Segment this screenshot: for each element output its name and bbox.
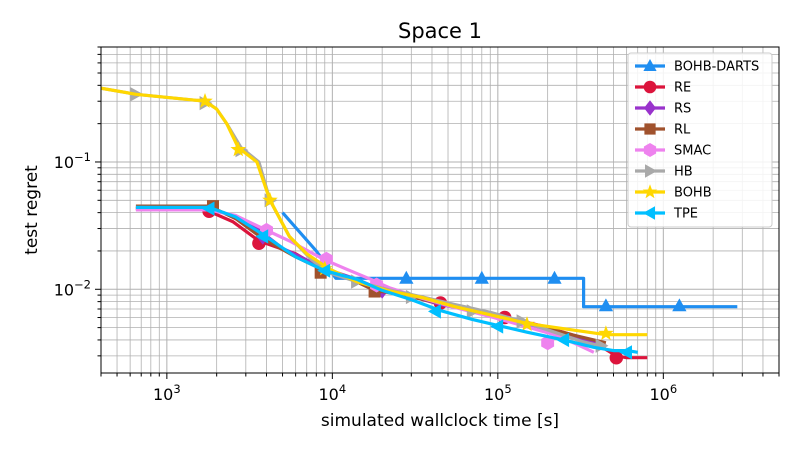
data-point-tpe	[255, 229, 269, 244]
legend-item-rs: RS	[635, 100, 691, 117]
series-line-tpe	[135, 205, 638, 354]
legend-item-hb: HB	[635, 164, 693, 180]
data-point-tpe	[490, 319, 504, 334]
legend-marker-tpe	[643, 206, 655, 220]
series-rl	[135, 200, 607, 345]
legend-item-rl: RL	[635, 123, 691, 138]
data-point-tpe	[317, 263, 331, 278]
legend-label: BOHB	[674, 186, 712, 201]
legend-label: TPE	[673, 207, 698, 222]
data-point-tpe	[556, 332, 570, 348]
x-tick-label: 105	[484, 382, 512, 404]
series-bohb	[101, 86, 648, 341]
legend-label: HB	[674, 165, 693, 180]
data-point-bohb-darts	[547, 270, 562, 284]
series-hb	[101, 86, 609, 353]
legend: BOHB-DARTS RE RS RL SMAC HB BOHB TPE	[627, 52, 773, 228]
y-axis-label: test regret	[22, 165, 42, 255]
legend-label: BOHB-DARTS	[674, 60, 759, 75]
legend-item-bohb-darts: BOHB-DARTS	[635, 59, 759, 75]
plot-frame	[100, 46, 780, 374]
legend-marker-smac	[643, 143, 657, 157]
data-point-bohb	[598, 325, 614, 341]
legend-item-bohb: BOHB	[635, 184, 712, 201]
x-tick-label: 103	[153, 382, 181, 404]
data-point-bohb-darts	[474, 270, 489, 284]
legend-marker-bohb	[642, 184, 658, 199]
legend-box	[627, 52, 773, 228]
data-point-smac	[541, 335, 555, 351]
data-point-bohb	[519, 316, 535, 332]
series-line-hb	[101, 86, 607, 349]
x-axis-label: simulated wallclock time [s]	[321, 411, 559, 431]
data-point-bohb	[230, 141, 247, 157]
chart-title: Space 1	[398, 19, 482, 43]
data-point-bohb	[197, 93, 213, 108]
y-tick-label: 10−1	[54, 150, 91, 172]
series-layer	[101, 86, 738, 365]
y-tick-label: 10−2	[54, 277, 91, 299]
series-line-rl	[135, 204, 607, 345]
x-tick-label: 106	[649, 382, 677, 404]
legend-marker-bohb-darts	[643, 59, 657, 71]
legend-item-re: RE	[635, 81, 691, 96]
series-tpe	[135, 201, 638, 360]
legend-item-tpe: TPE	[635, 206, 698, 222]
data-point-bohb-darts	[598, 298, 614, 312]
legend-label: RE	[674, 81, 691, 96]
data-point-bohb-darts	[399, 270, 414, 284]
legend-label: RL	[674, 123, 691, 138]
legend-marker-re	[643, 80, 657, 94]
data-point-tpe	[619, 345, 632, 360]
legend-marker-rs	[644, 100, 656, 116]
legend-item-smac: SMAC	[635, 143, 711, 159]
data-point-tpe	[201, 201, 215, 216]
legend-label: RS	[674, 102, 691, 117]
data-point-re	[609, 350, 624, 365]
legend-marker-hb	[645, 164, 657, 178]
legend-label: SMAC	[674, 144, 711, 159]
ticks-layer: 103 104 105 106 10−2 10−1	[54, 46, 780, 404]
data-point-tpe	[428, 304, 441, 319]
data-point-bohb-darts	[672, 298, 687, 312]
x-tick-label: 104	[319, 382, 347, 404]
data-point-bohb	[262, 192, 278, 207]
legend-marker-rl	[644, 123, 656, 135]
